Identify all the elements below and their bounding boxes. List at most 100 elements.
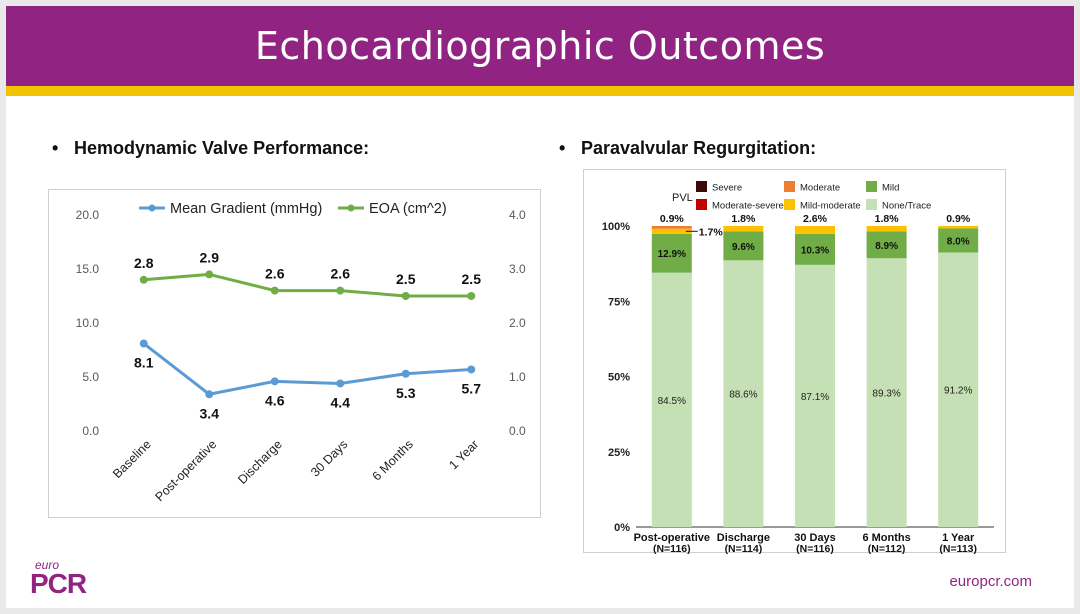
legend-label: Mean Gradient (mmHg) [170,201,322,217]
data-label: 8.0% [947,236,970,247]
y-left-tick-label: 5.0 [82,370,99,384]
left-heading: Hemodynamic Valve Performance: [74,138,370,158]
data-point [139,339,148,348]
data-point [467,292,476,300]
data-point [205,390,214,399]
data-label: 0.9% [660,213,685,225]
bar-segment [866,231,907,259]
bar-segment [866,226,907,232]
x-category-n: (N=113) [939,543,977,554]
data-label: 5.7 [462,380,482,396]
legend-title: PVL [672,192,693,204]
bar-segment [723,260,764,527]
legend-swatch-marker [148,204,156,212]
legend-swatch [696,181,707,192]
x-category-label: Discharge [717,532,770,544]
data-point [336,286,345,295]
accent-bar [6,86,1074,96]
data-label: 4.4 [331,394,351,410]
data-label: 2.6 [331,266,351,282]
legend-label: Severe [712,183,742,194]
bullet: • [52,138,59,158]
data-label: 84.5% [658,396,686,407]
y-right-tick-label: 4.0 [509,208,526,222]
data-label: 4.6 [265,392,285,408]
x-category-label: 1 Year [446,437,481,472]
data-label: 2.8 [134,255,154,271]
bar-segment [938,226,979,229]
data-label: 0.9% [946,213,971,225]
x-category-label: Baseline [110,437,154,481]
series-line [143,272,472,298]
legend-swatch [784,181,795,192]
europcr-logo: euro PCR [30,558,94,600]
data-label: 2.6 [265,266,285,282]
footer-url[interactable]: europcr.com [949,573,1032,590]
y-left-tick-label: 10.0 [76,316,100,330]
logo-euro: euro [35,558,60,572]
data-point [401,292,410,300]
data-label: 9.6% [732,242,755,253]
right-heading-row: • Paravalvular Regurgitation: [559,138,816,159]
y-tick-label: 100% [602,221,630,233]
series-line [142,342,472,396]
y-right-tick-label: 2.0 [509,316,526,330]
x-category-label: 6 Months [370,437,416,483]
legend-label: Mild-moderate [800,201,861,212]
legend-label: None/Trace [882,201,931,212]
data-label: 2.9 [200,249,220,265]
data-label: 2.5 [462,271,482,287]
legend-swatch [866,199,877,210]
y-right-tick-label: 0.0 [509,424,526,438]
x-category-label: 1 Year [942,532,975,544]
y-tick-label: 75% [608,296,630,308]
bar-segment [938,252,979,527]
x-category-n: (N=116) [796,543,834,554]
line-chart-svg: 0.0 5.0 10.0 15.0 20.0 0.0 1.0 2.0 3.0 4.0 Baselin… [76,201,526,504]
hemodynamic-line-chart: 0.0 5.0 10.0 15.0 20.0 0.0 1.0 2.0 3.0 4.0 Baselin… [48,189,541,518]
x-category-label: Post-operative [152,437,219,504]
legend-swatch-marker [347,204,355,212]
right-heading: Paravalvular Regurgitation: [581,138,817,158]
bar-segment [795,264,835,527]
data-point [270,286,279,295]
data-label: 2.5 [396,271,416,287]
data-label: 12.9% [658,249,686,260]
title-banner: Echocardiographic Outcomes [6,6,1074,86]
x-category-label: 6 Months [862,532,910,544]
data-label: 8.1 [134,355,154,371]
legend-label: Moderate-severe [712,201,784,212]
left-heading-row: • Hemodynamic Valve Performance: [52,138,369,159]
bar-segment [938,228,979,253]
legend-swatch [696,199,707,210]
bar-segment [866,258,907,527]
data-label: 89.3% [872,389,900,400]
x-category-label: 30 Days [794,532,836,544]
legend-label: Moderate [800,183,840,194]
x-category-label: Discharge [235,437,285,487]
data-label: 8.9% [875,241,898,252]
legend-label: Mild [882,183,899,194]
bar-segment [651,228,692,234]
bar-chart-svg: PVL Severe Moderate Mild Moderate-severe Mild… [602,181,994,554]
data-label: 2.6% [803,213,828,225]
legend-label: EOA (cm^2) [369,201,447,217]
x-category-n: (N=114) [725,543,763,554]
data-label: 87.1% [801,392,829,403]
bar-segment [723,226,764,232]
bar-segment [795,233,835,265]
data-label: 88.6% [729,390,757,401]
legend-swatch [784,199,795,210]
x-category-n: (N=112) [868,543,906,554]
bar-segment [651,272,692,527]
data-label: 1.8% [875,213,900,225]
y-tick-label: 25% [608,447,630,459]
y-left-tick-label: 15.0 [76,262,100,276]
bar-segment [651,233,692,273]
pvl-stacked-bar-chart: PVL Severe Moderate Mild Moderate-severe Mild… [583,169,1006,554]
data-point [205,270,214,279]
x-category-label: 30 Days [308,437,350,479]
y-left-tick-label: 0.0 [82,424,99,438]
y-right-tick-label: 1.0 [509,370,526,384]
x-category-n: (N=116) [653,543,691,554]
